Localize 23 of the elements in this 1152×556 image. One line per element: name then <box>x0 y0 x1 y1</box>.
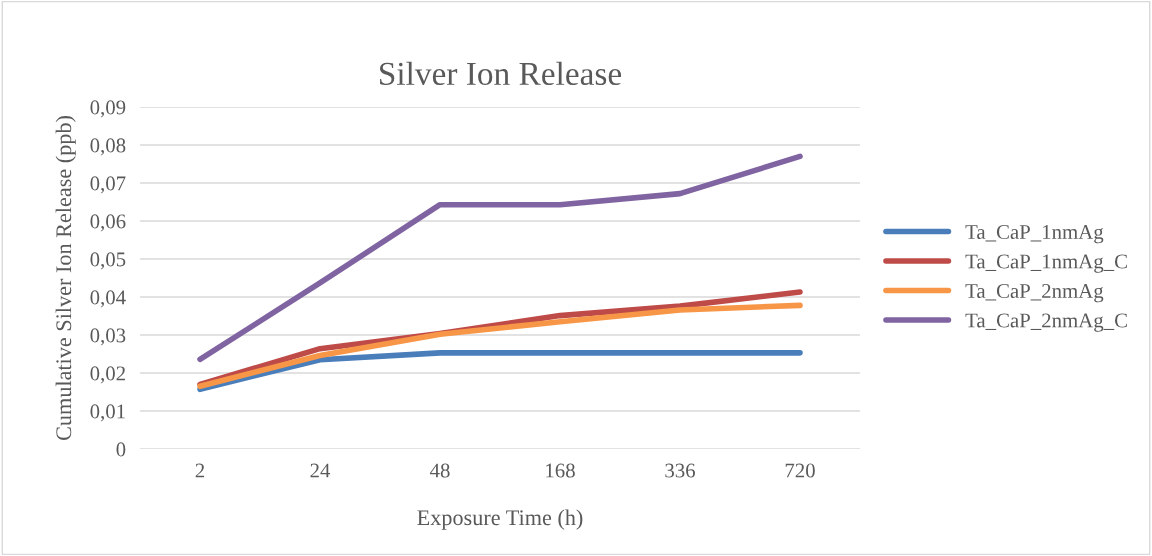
y-tick-label: 0,05 <box>90 252 126 270</box>
x-tick-label: 24 <box>310 463 331 478</box>
y-tick-label: 0,09 <box>90 100 126 118</box>
legend-label: Ta_CaP_2nmAg_C <box>965 313 1127 332</box>
y-tick-label: 0,08 <box>90 138 126 156</box>
x-axis-title: Exposure Time (h) <box>417 509 583 530</box>
x-tick-label: 48 <box>429 463 450 478</box>
y-tick-label: 0,04 <box>90 290 126 308</box>
legend-label: Ta_CaP_1nmAg <box>965 225 1104 244</box>
y-tick-label: 0,07 <box>90 176 126 194</box>
y-axis-title: Cumulative Silver Ion Release (ppb) <box>55 116 76 441</box>
chart-title: Silver Ion Release <box>380 61 622 86</box>
x-tick-label: 720 <box>785 463 815 478</box>
legend-label: Ta_CaP_2nmAg <box>965 284 1104 303</box>
y-tick-label: 0 <box>116 442 126 457</box>
y-tick-label: 0,06 <box>90 214 126 232</box>
y-tick-label: 0,01 <box>90 404 125 422</box>
x-tick-label: 168 <box>546 463 575 478</box>
x-tick-label: 2 <box>195 463 205 478</box>
x-tick-label: 336 <box>665 463 695 478</box>
legend-label: Ta_CaP_1nmAg_C <box>965 254 1127 273</box>
y-tick-label: 0,02 <box>90 366 125 384</box>
y-tick-label: 0,03 <box>90 328 126 346</box>
